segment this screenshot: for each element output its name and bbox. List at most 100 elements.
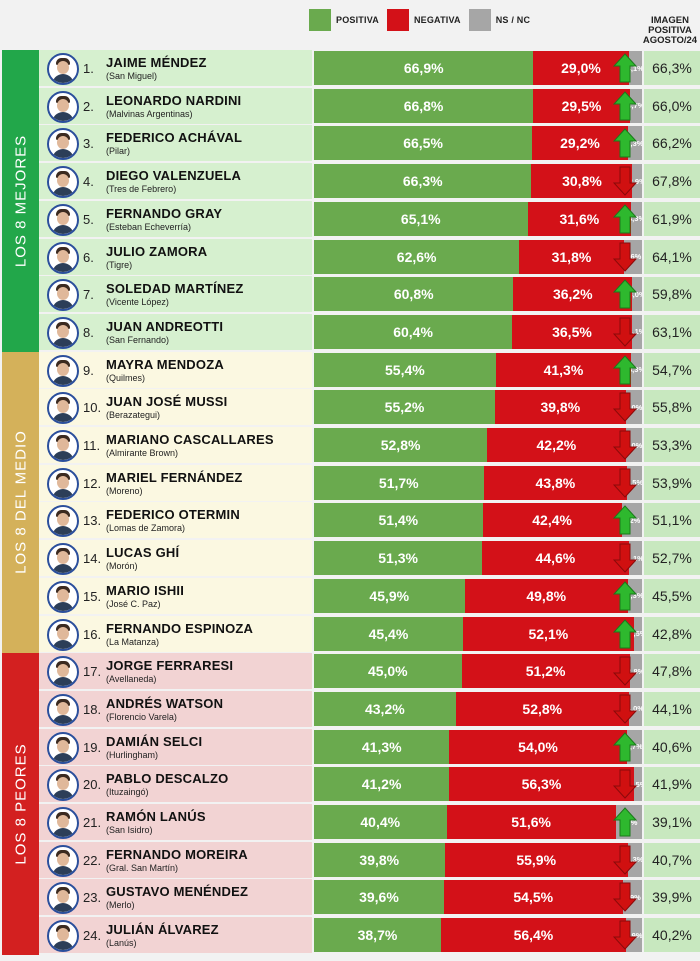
label-nsnc: 4,5% [627, 478, 642, 488]
municipality: (Lomas de Zamora) [106, 523, 186, 534]
rank: 3. [83, 136, 94, 152]
table-row: 23. GUSTAVO MENÉNDEZ (Merlo) 39,6% 54,5% 5,9%… [39, 879, 700, 916]
label-nsnc: 3,7% [630, 101, 642, 111]
bar-negativa: 52,1% [462, 616, 634, 651]
mayor-name: ANDRÉS WATSON [106, 695, 224, 711]
prev-positive-value: 39,1% [644, 805, 700, 839]
legend-item-negativa: NEGATIVA [386, 9, 461, 31]
label-nsnc: 3,3% [631, 365, 642, 375]
municipality: (Berazategui) [106, 410, 161, 421]
label-nsnc: 2,9% [632, 176, 642, 186]
label-nsnc: 5,0% [625, 402, 642, 412]
municipality: (Hurlingham) [106, 749, 159, 760]
bar-positiva: 66,5% [314, 126, 533, 161]
mayor-name: FEDERICO OTERMIN [106, 507, 240, 523]
prev-positive-value: 67,8% [644, 164, 700, 199]
label-nsnc: 4,3% [628, 138, 642, 148]
bar-positiva: 52,8% [314, 428, 488, 462]
name-cell: 14. LUCAS GHÍ (Morón) [39, 540, 312, 577]
table-row: 18. ANDRÉS WATSON (Florencio Varela) 43,2% 5… [39, 690, 700, 727]
bar-positiva: 66,3% [314, 164, 532, 199]
arrow-down-icon [613, 769, 637, 800]
bar-negativa: 54,0% [449, 729, 627, 764]
bar-negativa: 51,6% [446, 805, 616, 839]
table-row: 3. FEDERICO ACHÁVAL(Pilar) 66,5% 29,2% 4,3%6… [39, 125, 700, 162]
rank: 24. [83, 928, 102, 944]
arrow-up-icon [613, 279, 637, 309]
section-band-1: LOS 8 MEJORES [2, 50, 39, 352]
table-row: 21.RAMÓN LANÚS(San Isidro)40,4%51,6%8,0%… [39, 804, 700, 840]
table-row: 9. MAYRA MENDOZA(Quilmes) 55,4% 41,3% 3,3%54… [39, 351, 700, 388]
municipality: (Lanús) [106, 938, 137, 949]
bar-positiva: 65,1% [314, 201, 528, 236]
label-nsnc: 3,0% [632, 289, 642, 299]
bar-positiva: 66,9% [314, 51, 534, 85]
bar-negativa: 39,8% [495, 390, 626, 425]
table-row: 15.MARIO ISHII(José C. Paz) 45,9% 49,8% 4,3… [39, 577, 700, 614]
bar-negativa: 36,2% [513, 277, 633, 312]
prev-positive-value: 40,6% [644, 729, 700, 764]
prev-positive-value: 47,8% [644, 654, 700, 689]
stacked-bar: 39,8% 55,9% 4,3% [314, 842, 642, 877]
section-label-3: LOS 8 PEORES [12, 743, 29, 865]
table-row: 7. SOLEDAD MARTÍNEZ (Vicente López) 60,8% 36… [39, 276, 700, 313]
name-cell: 2. LEONARDO NARDINI (Malvinas Argentinas) [39, 87, 312, 124]
avatar [47, 882, 79, 915]
bar-nsnc: 3,8% [629, 654, 642, 689]
label-negativa: 54,5% [513, 889, 554, 906]
bar-negativa: 29,2% [532, 126, 628, 161]
bar-negativa: 29,5% [533, 88, 630, 123]
arrow-up-icon [613, 581, 637, 611]
municipality: (Merlo) [106, 900, 135, 911]
stacked-bar: 66,8% 29,5% 3,7% [314, 88, 642, 123]
rank: 22. [83, 852, 102, 868]
stacked-bar: 45,0% 51,2% 3,8% [314, 654, 642, 689]
avatar [47, 656, 79, 689]
table-row: 12.MARIEL FERNÁNDEZ(Moreno) 51,7% 43,8% 4,5… [39, 464, 700, 501]
label-nsnc: 3,8% [630, 666, 642, 676]
prev-positive-value: 66,0% [644, 88, 700, 123]
label-positiva: 52,8% [380, 437, 421, 453]
label-negativa: 49,8% [526, 587, 567, 604]
mayor-name: MARIANO CASCALLARES [106, 432, 274, 447]
name-cell: 20. PABLO DESCALZO (Ituzaingó) [39, 766, 312, 803]
label-positiva: 66,5% [403, 135, 443, 152]
label-nsnc: 3,3% [631, 214, 642, 224]
prev-positive-value: 53,3% [644, 428, 700, 462]
legend-item-nsnc: NS / NC [468, 9, 530, 31]
section-label-1: LOS 8 MEJORES [12, 134, 29, 267]
bar-nsnc: 3,3% [631, 352, 642, 387]
name-cell: 18. ANDRÉS WATSON (Florencio Varela) [39, 690, 312, 727]
stacked-bar: 38,7% 56,4% 4,9% [314, 918, 642, 953]
avatar [47, 580, 79, 613]
label-negativa: 55,9% [516, 851, 557, 868]
bar-negativa: 43,8% [483, 465, 628, 500]
bar-negativa: 54,5% [443, 880, 623, 915]
name-cell: 5. FERNANDO GRAY (Esteban Echeverría) [39, 200, 312, 237]
name-cell: 4. DIEGO VALENZUELA (Tres de Febrero) [39, 163, 312, 200]
label-negativa: 52,1% [528, 625, 569, 642]
table-row: 8. JUAN ANDREOTTI (San Fernando) 60,4% 36,5%… [39, 313, 700, 350]
bar-positiva: 51,4% [314, 503, 483, 538]
avatar [47, 53, 79, 85]
bar-negativa: 52,8% [455, 691, 629, 726]
label-positiva: 45,9% [369, 587, 410, 604]
prev-positive-value: 61,9% [644, 201, 700, 236]
bar-nsnc: 4,1% [628, 541, 642, 576]
bar-negativa: 31,6% [527, 201, 632, 236]
label-positiva: 51,7% [378, 474, 419, 491]
mayor-name: DIEGO VALENZUELA [106, 168, 242, 184]
mayor-name: PABLO DESCALZO [106, 771, 229, 787]
name-cell: 13. FEDERICO OTERMIN (Lomas de Zamora) [39, 502, 312, 539]
rank: 21. [83, 815, 102, 830]
name-cell: 3. FEDERICO ACHÁVAL (Pilar) [39, 125, 312, 162]
prev-positive-value: 66,2% [644, 126, 700, 161]
label-nsnc: 2,5% [634, 779, 642, 789]
stacked-bar: 51,3% 44,6% 4,1% [314, 541, 642, 576]
bar-positiva: 55,4% [314, 352, 496, 387]
stacked-bar: 55,2% 39,8% 5,0% [314, 390, 642, 425]
label-nsnc: 4,7% [626, 742, 642, 752]
mayor-name: FERNANDO GRAY [106, 205, 223, 221]
municipality: (José C. Paz) [106, 598, 161, 609]
label-negativa: 56,3% [521, 776, 562, 793]
